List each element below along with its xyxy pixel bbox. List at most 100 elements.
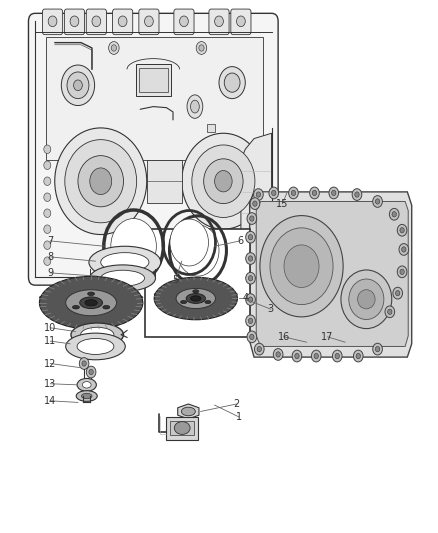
Ellipse shape [77, 378, 96, 391]
Ellipse shape [256, 192, 261, 197]
Ellipse shape [246, 294, 255, 305]
Ellipse shape [154, 277, 237, 320]
FancyBboxPatch shape [42, 9, 63, 35]
Ellipse shape [353, 350, 363, 362]
Ellipse shape [314, 353, 318, 359]
Polygon shape [178, 404, 199, 419]
FancyBboxPatch shape [28, 13, 278, 285]
Ellipse shape [329, 187, 339, 199]
Text: 11: 11 [44, 336, 57, 346]
Ellipse shape [192, 145, 255, 217]
FancyBboxPatch shape [86, 9, 106, 35]
FancyBboxPatch shape [64, 9, 85, 35]
Ellipse shape [199, 45, 204, 51]
Ellipse shape [109, 42, 119, 54]
Ellipse shape [248, 276, 253, 281]
Ellipse shape [357, 290, 375, 309]
Ellipse shape [89, 246, 161, 278]
Ellipse shape [177, 225, 219, 276]
Ellipse shape [291, 190, 296, 196]
Ellipse shape [254, 343, 264, 355]
Ellipse shape [341, 270, 392, 328]
Ellipse shape [284, 245, 319, 288]
Ellipse shape [44, 161, 51, 169]
Ellipse shape [180, 301, 187, 304]
Ellipse shape [182, 133, 265, 229]
Ellipse shape [270, 228, 333, 305]
Ellipse shape [332, 190, 336, 196]
Ellipse shape [272, 190, 276, 196]
Ellipse shape [176, 288, 215, 309]
Ellipse shape [103, 305, 110, 309]
Text: 7: 7 [47, 236, 53, 246]
Ellipse shape [248, 256, 253, 261]
Ellipse shape [44, 241, 51, 249]
Ellipse shape [219, 67, 245, 99]
Bar [139, 68, 168, 92]
Ellipse shape [72, 305, 79, 309]
FancyBboxPatch shape [174, 9, 194, 35]
Ellipse shape [186, 294, 205, 303]
Ellipse shape [375, 346, 380, 352]
Ellipse shape [191, 296, 201, 301]
Ellipse shape [44, 257, 51, 265]
Ellipse shape [44, 145, 51, 154]
FancyBboxPatch shape [113, 9, 133, 35]
Ellipse shape [248, 235, 253, 240]
Ellipse shape [397, 266, 407, 278]
Bar [136, 64, 171, 96]
Ellipse shape [400, 228, 404, 233]
Text: 17: 17 [321, 332, 334, 342]
FancyBboxPatch shape [139, 9, 159, 35]
Ellipse shape [76, 391, 97, 401]
Text: 13: 13 [44, 379, 57, 389]
Polygon shape [250, 192, 412, 357]
Ellipse shape [373, 196, 382, 207]
Ellipse shape [90, 265, 155, 292]
Text: 10: 10 [44, 323, 57, 333]
Ellipse shape [247, 213, 257, 224]
Ellipse shape [82, 382, 91, 388]
Ellipse shape [67, 72, 89, 99]
Ellipse shape [224, 73, 240, 92]
Ellipse shape [250, 216, 254, 221]
Ellipse shape [180, 16, 188, 27]
Ellipse shape [237, 16, 245, 27]
Ellipse shape [397, 224, 407, 236]
Ellipse shape [332, 350, 342, 362]
FancyBboxPatch shape [231, 9, 251, 35]
Bar [166, 417, 198, 440]
Ellipse shape [393, 287, 403, 299]
Ellipse shape [81, 327, 114, 342]
Ellipse shape [88, 292, 95, 296]
Ellipse shape [355, 192, 359, 197]
Ellipse shape [154, 290, 237, 298]
Ellipse shape [181, 407, 195, 416]
Ellipse shape [44, 225, 51, 233]
Text: 8: 8 [47, 252, 53, 262]
Ellipse shape [248, 297, 253, 302]
Ellipse shape [65, 140, 137, 223]
Ellipse shape [78, 156, 124, 207]
Ellipse shape [335, 353, 339, 359]
Ellipse shape [111, 45, 117, 51]
Ellipse shape [39, 293, 143, 302]
Ellipse shape [44, 193, 51, 201]
Polygon shape [256, 201, 408, 346]
Text: 1: 1 [236, 412, 242, 422]
Ellipse shape [292, 350, 302, 362]
Ellipse shape [111, 219, 156, 274]
Ellipse shape [70, 16, 79, 27]
Ellipse shape [101, 253, 149, 272]
Ellipse shape [92, 16, 101, 27]
Ellipse shape [392, 212, 396, 217]
Ellipse shape [310, 187, 319, 199]
Ellipse shape [55, 128, 147, 235]
Ellipse shape [85, 300, 97, 306]
Ellipse shape [400, 269, 404, 274]
Ellipse shape [80, 297, 102, 309]
Ellipse shape [349, 279, 384, 320]
Ellipse shape [191, 100, 199, 113]
Ellipse shape [246, 315, 255, 327]
Ellipse shape [311, 350, 321, 362]
